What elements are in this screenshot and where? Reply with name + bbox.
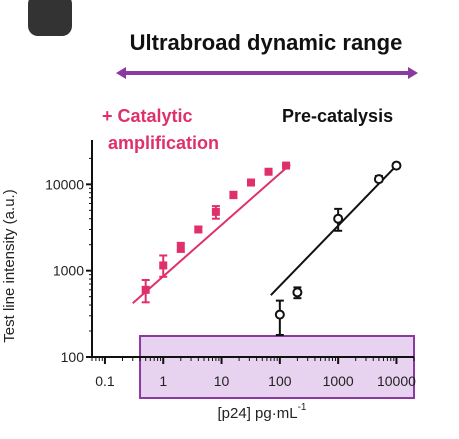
fit-line: [132, 163, 291, 304]
data-point: [264, 167, 273, 176]
data-point: [333, 213, 344, 224]
data-point: [292, 287, 303, 298]
y-tick-label: 1000: [53, 263, 84, 279]
range-arrow: [116, 67, 418, 79]
y-tick-label: 10000: [45, 176, 84, 192]
x-axis-title: [p24] pg·mL-1: [218, 402, 307, 422]
x-tick-label: 0.1: [95, 373, 115, 389]
y-axis-title: Test line intensity (a.u.): [1, 189, 18, 342]
series-1: [270, 160, 402, 336]
data-point: [194, 225, 203, 234]
data-point: [229, 191, 238, 200]
data-point: [274, 309, 285, 320]
x-tick-label: 10000: [377, 373, 416, 389]
y-tick-label: 100: [61, 349, 85, 365]
data-point: [373, 174, 384, 185]
data-point: [391, 160, 402, 171]
data-marks: [132, 160, 402, 336]
x-tick-label: 1: [159, 373, 167, 389]
data-point: [176, 243, 185, 252]
axes: 100 1000 10000 0.1 1 10 100 1000 10000: [45, 140, 416, 389]
data-point: [211, 207, 220, 216]
fit-line: [270, 164, 398, 296]
data-point: [141, 285, 150, 294]
series-label-catalytic-line1: + Catalytic: [102, 106, 193, 126]
data-point: [282, 161, 291, 170]
series-label-catalytic-line2: amplification: [108, 133, 219, 153]
x-tick-label: 1000: [323, 373, 354, 389]
data-point: [159, 261, 168, 270]
series-0: [132, 161, 291, 304]
series-label-precatalysis: Pre-catalysis: [282, 106, 393, 126]
panel-badge: [28, 0, 72, 36]
x-tick-label: 10: [214, 373, 230, 389]
data-point: [246, 178, 255, 187]
figure-title: Ultrabroad dynamic range: [130, 30, 403, 55]
x-tick-label: 100: [268, 373, 292, 389]
x-range-highlight-box: [139, 335, 415, 399]
